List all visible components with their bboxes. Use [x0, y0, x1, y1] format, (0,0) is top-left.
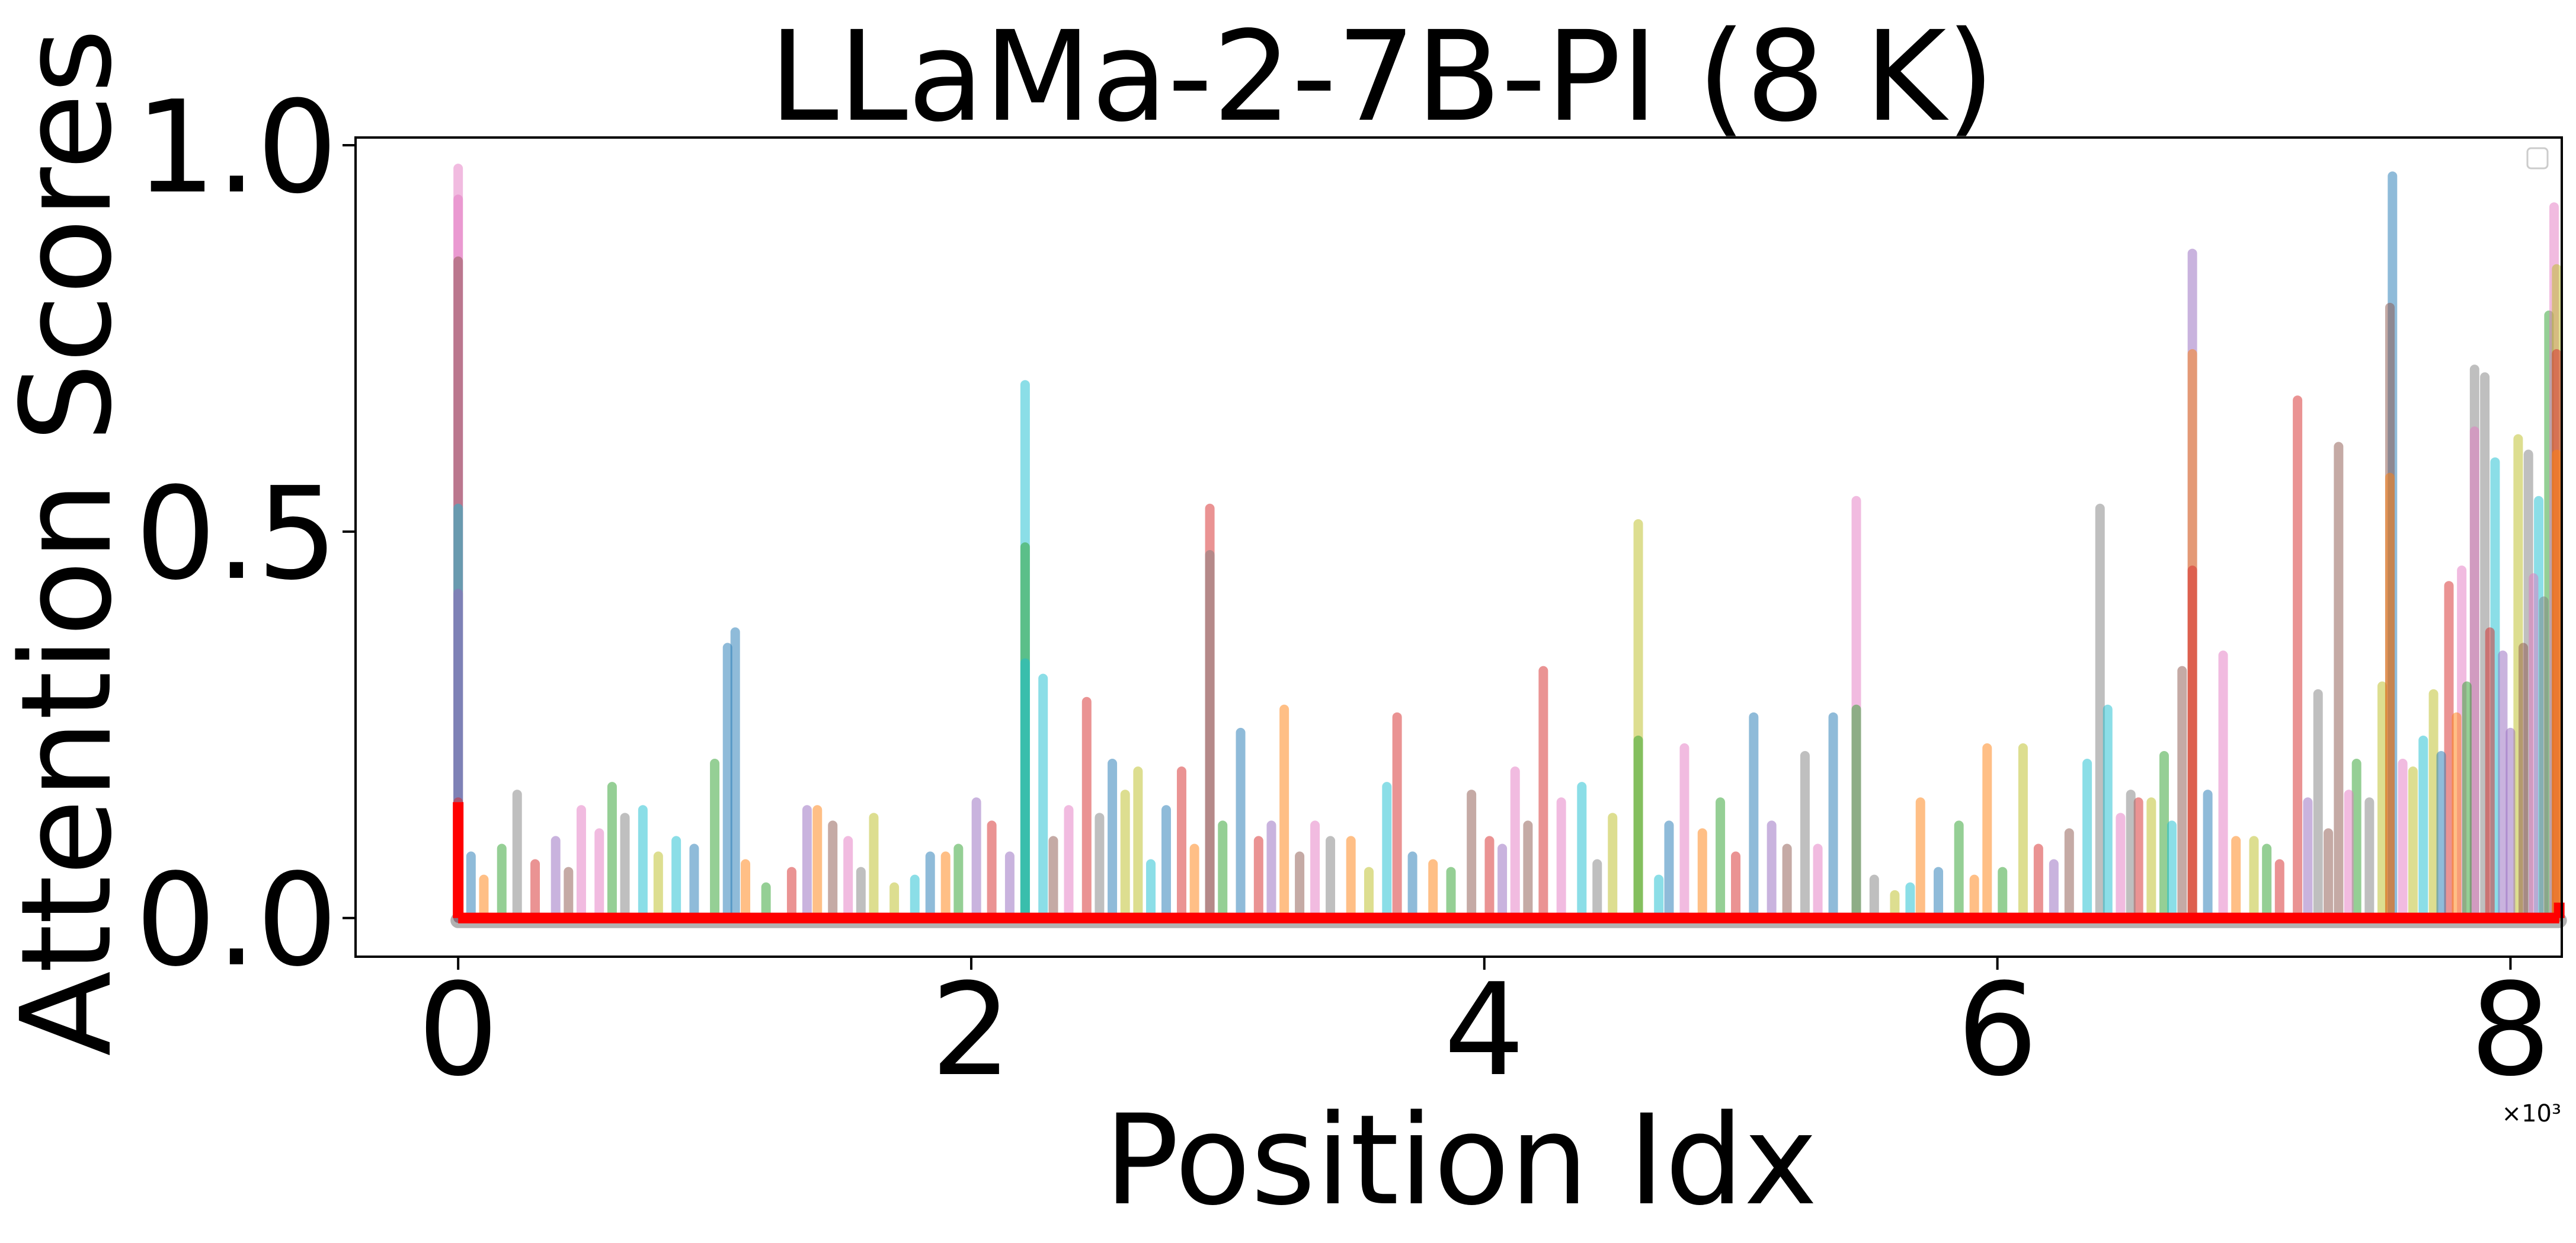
x-tick-label: 6	[1957, 956, 2038, 1104]
plot-background	[356, 138, 2562, 957]
noise-layer	[466, 573, 2549, 923]
y-tick-label: 1.0	[135, 73, 338, 222]
x-tick-label: 0	[418, 956, 499, 1104]
x-axis-multiplier: ×10³	[2502, 1100, 2561, 1127]
y-tick-label: 0.0	[135, 846, 338, 995]
x-tick-label: 2	[931, 956, 1012, 1104]
baseline-layer	[450, 802, 2567, 928]
plot-frame	[354, 136, 2563, 958]
x-tick-label: 8	[2470, 956, 2551, 1104]
legend-box	[2526, 147, 2549, 170]
x-axis-label: Position Idx	[1104, 1088, 1817, 1233]
x-tick-label: 4	[1444, 956, 1525, 1104]
spike-layer	[453, 164, 2562, 923]
y-tick-label: 0.5	[135, 459, 338, 608]
y-axis-label: Attention Scores	[0, 28, 139, 1056]
x-axis-ticks: 0 2 4 6 8	[418, 956, 2551, 1104]
y-axis-ticks: 0.0 0.5 1.0	[135, 73, 356, 995]
chart-title: LLaMa-2-7B-PI (8 K)	[769, 4, 1995, 149]
